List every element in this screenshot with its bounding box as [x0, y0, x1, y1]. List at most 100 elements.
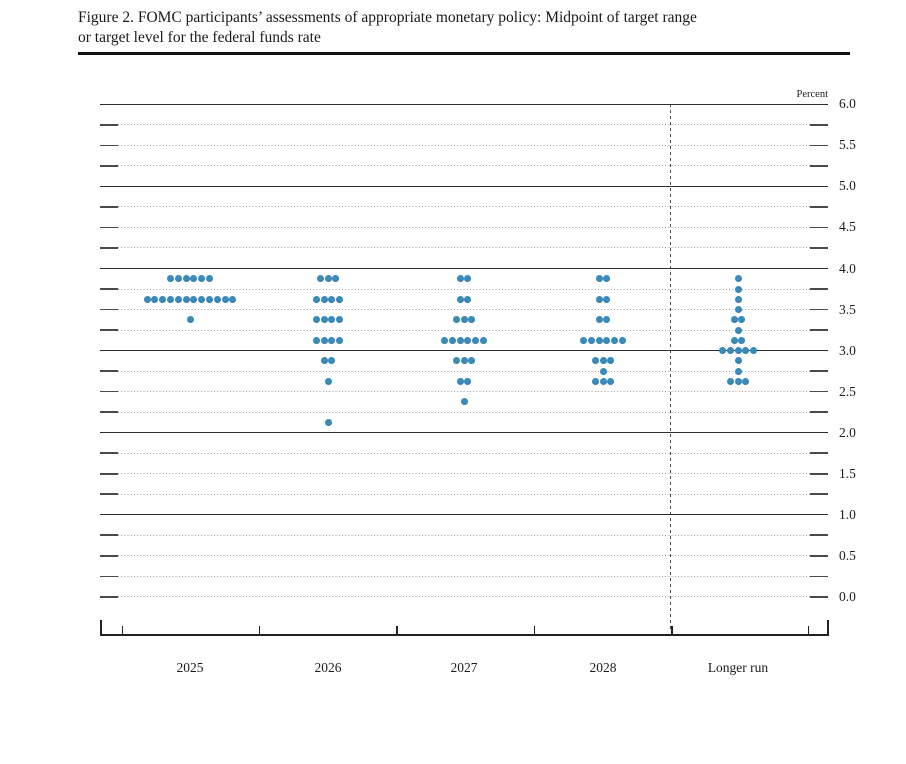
x-axis-boundary-tick	[121, 626, 124, 634]
gridline-dotted	[118, 288, 810, 290]
policy-dot	[186, 316, 194, 324]
policy-dot	[151, 295, 159, 303]
policy-dot	[607, 357, 615, 365]
policy-dot	[441, 336, 448, 344]
policy-dot	[167, 295, 174, 303]
gridline-left-cap	[100, 493, 118, 496]
gridline-right-cap	[810, 596, 828, 598]
gridline-left-cap	[100, 452, 118, 455]
gridline-dotted	[118, 247, 810, 249]
policy-dot	[595, 275, 603, 283]
policy-dot	[464, 295, 472, 303]
gridline-left-cap	[100, 329, 118, 331]
gridline-dotted	[118, 144, 810, 146]
gridline-right-cap	[810, 144, 828, 147]
x-axis-category-label: 2026	[314, 660, 342, 675]
policy-dot	[464, 336, 472, 344]
policy-dot	[456, 377, 464, 385]
gridline-right-cap	[810, 534, 828, 537]
gridline-dotted	[118, 226, 810, 228]
gridline-solid	[100, 185, 828, 188]
gridline-right-cap	[810, 123, 828, 126]
policy-dot	[328, 316, 336, 324]
policy-dot	[599, 357, 607, 365]
y-axis-tick-label: 5.0	[839, 178, 856, 194]
policy-dot	[336, 336, 344, 344]
policy-dot	[206, 295, 213, 303]
gridline-right-cap	[810, 308, 828, 311]
policy-dot	[599, 377, 607, 385]
policy-dot	[464, 377, 472, 385]
gridline-dotted	[118, 555, 810, 557]
gridline-dotted	[118, 534, 810, 536]
x-axis-boundary-tick	[807, 626, 810, 634]
policy-dot	[591, 377, 599, 385]
policy-dot	[718, 347, 726, 355]
policy-dot	[460, 398, 468, 406]
gridline-right-cap	[810, 206, 828, 208]
policy-dot	[726, 377, 734, 385]
policy-dot	[320, 316, 328, 324]
x-axis-boundary-tick	[533, 626, 536, 634]
policy-dot	[734, 275, 742, 283]
gridline-left-cap	[100, 123, 118, 126]
policy-dot	[738, 316, 746, 324]
x-axis-boundary-tick	[396, 626, 398, 634]
gridline-left-cap	[100, 411, 118, 413]
policy-dot	[452, 316, 460, 324]
gridline-left-cap	[100, 390, 118, 393]
policy-dot	[468, 357, 476, 365]
gridline-dotted	[118, 329, 810, 331]
policy-dot	[607, 377, 615, 385]
policy-dot	[726, 347, 734, 355]
gridline-left-cap	[100, 370, 118, 372]
policy-dot	[190, 275, 198, 283]
policy-dot	[324, 418, 332, 426]
policy-dot	[472, 336, 480, 344]
policy-dot	[324, 377, 332, 385]
policy-dot	[320, 357, 328, 365]
policy-dot	[336, 295, 344, 303]
policy-dot	[599, 367, 607, 375]
policy-dot	[460, 357, 468, 365]
gridline-right-cap	[810, 165, 828, 167]
policy-dot	[587, 336, 595, 344]
policy-dot	[738, 336, 746, 344]
x-axis-boundary-tick	[258, 626, 261, 634]
policy-dot	[221, 295, 229, 303]
policy-dot	[324, 275, 332, 283]
policy-dot	[174, 295, 182, 303]
policy-dot	[332, 275, 340, 283]
y-axis-unit-label: Percent	[796, 89, 829, 100]
figure-title-line-2: or target level for the federal funds ra…	[78, 29, 321, 46]
gridline-right-cap	[810, 555, 828, 557]
policy-dot	[328, 357, 336, 365]
policy-dot	[730, 316, 738, 324]
gridline-right-cap	[810, 411, 828, 413]
x-axis-category-label: Longer run	[707, 660, 769, 675]
gridline-right-cap	[810, 329, 828, 331]
gridline-left-cap	[100, 247, 118, 249]
gridline-right-cap	[810, 288, 828, 290]
policy-dot	[320, 295, 328, 303]
x-axis-category-label: 2027	[450, 660, 478, 675]
policy-dot	[336, 316, 344, 324]
policy-dot	[167, 275, 174, 283]
gridline-dotted	[118, 452, 810, 454]
gridline-right-cap	[810, 575, 828, 578]
title-rule	[78, 52, 850, 55]
gridline-dotted	[118, 473, 810, 475]
gridline-right-cap	[810, 247, 828, 249]
policy-dot	[182, 295, 190, 303]
policy-dot	[734, 377, 742, 385]
gridline-left-cap	[100, 288, 118, 290]
x-axis-corner-tick	[827, 620, 829, 634]
gridline-left-cap	[100, 575, 118, 578]
gridline-right-cap	[810, 370, 828, 372]
policy-dot	[159, 295, 167, 303]
policy-dot	[595, 336, 603, 344]
gridline-left-cap	[100, 165, 118, 167]
y-axis-tick-label: 4.0	[839, 260, 856, 276]
y-axis-tick-label: 3.5	[839, 301, 856, 317]
